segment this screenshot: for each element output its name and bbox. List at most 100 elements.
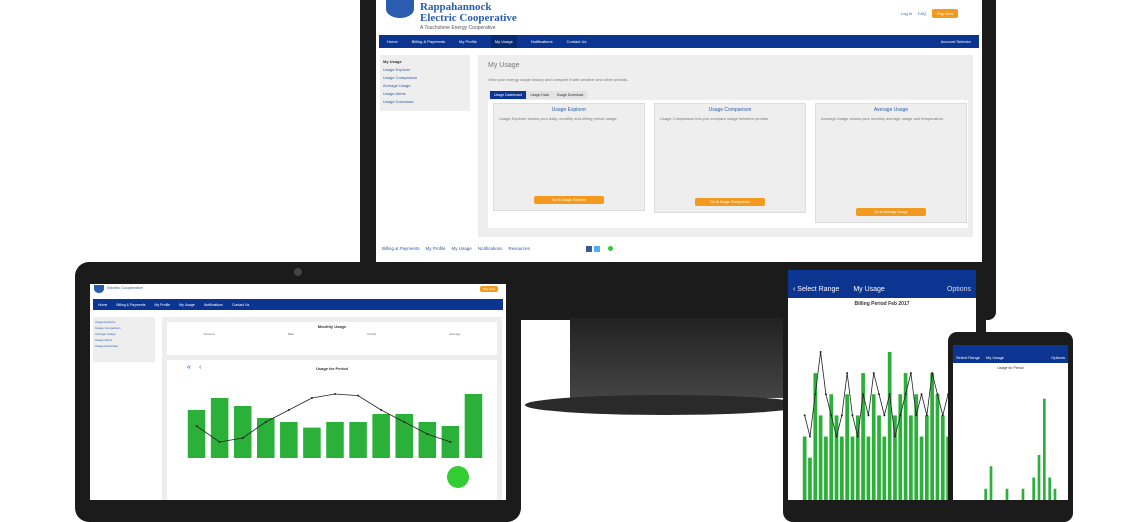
back-select-range[interactable]: ‹ Select Range: [793, 286, 840, 293]
tablet-nav-item[interactable]: My Usage: [179, 302, 195, 307]
sidebar-item[interactable]: Usage Download: [383, 99, 414, 104]
account-selector[interactable]: Account Selector: [940, 39, 971, 44]
bar: [464, 394, 483, 458]
trend-line: [804, 351, 970, 437]
bar: [989, 466, 993, 500]
small-usage-chart: [984, 398, 1057, 500]
bar: [829, 394, 834, 500]
tablet-title: Monthly Usage: [317, 324, 347, 329]
summary-label: Account: [203, 332, 215, 336]
sidebar-item[interactable]: Usage Explorer: [383, 67, 411, 72]
trend-point: [310, 397, 313, 399]
login-link[interactable]: Log In: [901, 11, 913, 16]
tablet-nav-item[interactable]: My Profile: [154, 302, 171, 307]
trend-point: [403, 421, 406, 423]
tablet-sidebar-item[interactable]: Usage Explorer: [95, 320, 116, 324]
footer-link[interactable]: Resources: [508, 246, 530, 251]
card-button[interactable]: Go to Usage Comparison: [695, 198, 765, 206]
small-back-select-range[interactable]: Select Range: [956, 355, 981, 360]
faq-link[interactable]: FAQ: [918, 11, 927, 16]
prev-period-icon[interactable]: «: [187, 364, 191, 371]
pay-now-button[interactable]: Pay Now: [932, 9, 959, 18]
footer-link[interactable]: My Profile: [425, 246, 446, 251]
nav-usage[interactable]: My Usage: [490, 35, 517, 48]
tablet-nav-item[interactable]: Notifications: [203, 302, 223, 307]
tab-dashboard[interactable]: Usage Dashboard: [490, 91, 527, 99]
phone-usage-chart: [802, 350, 972, 500]
trend-point: [851, 414, 854, 417]
trend-point: [824, 393, 827, 396]
card-title: Usage Explorer: [551, 107, 587, 113]
twitter-icon[interactable]: [594, 246, 600, 252]
trend-point: [915, 414, 918, 417]
trend-line: [196, 393, 451, 443]
nav-billing[interactable]: Billing & Payments: [411, 39, 446, 44]
bar: [839, 436, 844, 500]
trend-point: [426, 433, 429, 435]
bar: [349, 422, 367, 458]
tablet-chart-title: Usage for Period: [315, 366, 348, 371]
tablet-nav: Home Billing & Payments My Profile My Usage…: [93, 299, 503, 310]
footer-link[interactable]: My Usage: [451, 246, 472, 251]
facebook-icon[interactable]: [586, 246, 592, 252]
monitor-screen: Rappahannock Electric Cooperative A Touc…: [376, 0, 982, 262]
footer-link[interactable]: Notifications: [477, 246, 503, 251]
trend-point: [872, 372, 875, 375]
bar: [882, 436, 887, 500]
sidebar-item[interactable]: Average Usage: [383, 83, 411, 88]
nav-home[interactable]: Home: [387, 39, 398, 44]
nav-contact[interactable]: Contact Us: [566, 39, 587, 44]
trend-point: [808, 435, 811, 438]
bar: [984, 488, 987, 500]
sidebar: My Usage Usage Explorer Usage Comparison A…: [380, 55, 470, 111]
bar: [871, 394, 876, 500]
sidebar-title: My Usage: [383, 59, 402, 64]
trend-point: [893, 435, 896, 438]
bar: [187, 410, 206, 458]
card-usage-comparison: Usage Comparison Usage Comparison lets yo…: [654, 103, 806, 213]
bar: [909, 415, 913, 500]
tablet-nav-item[interactable]: Contact Us: [231, 302, 250, 307]
trend-point: [920, 393, 923, 396]
footer-link[interactable]: Billing & Payments: [382, 246, 420, 251]
trend-point: [830, 414, 833, 417]
nav-profile[interactable]: My Profile: [459, 39, 477, 44]
nav-notifications[interactable]: Notifications: [530, 39, 553, 44]
bar: [210, 398, 229, 458]
tab-download[interactable]: Usage Download: [552, 91, 588, 99]
tablet-screen: Electric Cooperative Pay Now Home Billing…: [90, 284, 506, 500]
options-button[interactable]: Options: [946, 286, 971, 293]
tablet-sidebar-item[interactable]: Average Usage: [95, 332, 116, 336]
tablet-chart-panel: « ‹ Usage for Period: [167, 360, 497, 500]
tablet-sidebar: Usage Explorer Usage Comparison Average Us…: [93, 317, 155, 362]
phone-title: My Usage: [853, 286, 885, 293]
trend-point: [835, 435, 838, 438]
prev-icon[interactable]: ‹: [199, 364, 202, 371]
bar: [834, 415, 839, 500]
bar: [845, 394, 850, 500]
bar: [280, 422, 298, 458]
bar: [903, 373, 908, 500]
tab-data[interactable]: Usage Data: [526, 91, 553, 99]
bar: [940, 415, 945, 500]
bar: [877, 415, 881, 500]
green-icon[interactable]: [608, 246, 613, 251]
tablet-pay-button[interactable]: Pay Now: [480, 286, 499, 292]
page-title: My Usage: [488, 62, 520, 69]
bar: [1053, 488, 1057, 500]
card-button[interactable]: Go to Average Usage: [856, 208, 926, 216]
tablet-sidebar-item[interactable]: Usage Alerts: [95, 338, 113, 342]
sidebar-item[interactable]: Usage Alerts: [383, 91, 406, 96]
tablet-brand: Electric Cooperative: [107, 285, 143, 290]
tablet-sidebar-item[interactable]: Usage Comparison: [95, 326, 121, 330]
card-button[interactable]: Go to Usage Explorer: [534, 196, 604, 204]
bar: [866, 436, 871, 500]
sidebar-item[interactable]: Usage Comparison: [383, 75, 418, 80]
card-usage-explorer: Usage Explorer Usage Explorer shows your …: [493, 103, 645, 211]
small-options-button[interactable]: Options: [1051, 355, 1065, 360]
tablet-sidebar-item[interactable]: Usage Download: [95, 344, 118, 348]
card-text: Usage Comparison lets you compare usage …: [660, 116, 770, 121]
tablet-nav-item[interactable]: Billing & Payments: [116, 302, 146, 307]
tablet-nav-item[interactable]: Home: [98, 302, 108, 307]
trend-point: [888, 393, 891, 396]
